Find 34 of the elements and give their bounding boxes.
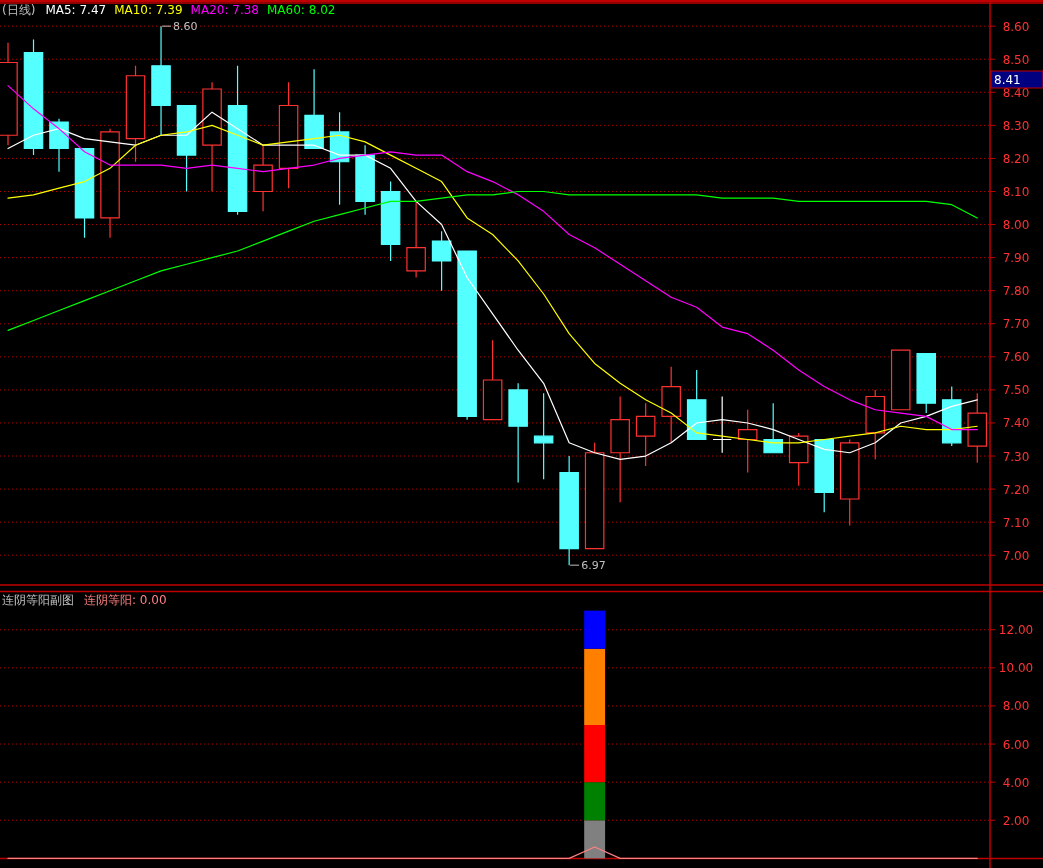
annotation: 6.97: [581, 559, 606, 573]
text: MA60: 8.02: [267, 3, 336, 17]
y-tick-label: 8.60: [1002, 19, 1030, 34]
y-tick-label: 7.20: [1002, 482, 1030, 497]
y-tick-label: 8.40: [1002, 85, 1030, 100]
annotation: 8.60: [173, 20, 198, 34]
text: MA5: 7.47: [45, 3, 107, 17]
line-series: [7, 190, 978, 331]
y-tick-label: 8.20: [1002, 151, 1030, 166]
y-tick-label: 8.10: [1002, 184, 1030, 199]
y-tick-label: 4.00: [1002, 775, 1030, 790]
text: MA20: 7.38: [190, 3, 259, 17]
y-tick-label: 2.00: [1002, 813, 1030, 828]
y-tick-label: 8.00: [1002, 218, 1030, 233]
text: 8.41: [994, 73, 1021, 87]
y-tick-label: 7.80: [1002, 284, 1030, 299]
y-tick-label: 7.50: [1002, 383, 1030, 398]
text: 连阴等阳: 0.00: [84, 593, 167, 607]
y-tick-label: 7.30: [1002, 449, 1030, 464]
chart-title: (日线): [2, 3, 36, 17]
y-tick-label: 7.90: [1002, 251, 1030, 266]
y-tick-label: 8.00: [1002, 699, 1030, 714]
y-tick-label: 7.70: [1002, 317, 1030, 332]
y-tick-label: 12.00: [998, 623, 1034, 638]
y-tick-label: 8.50: [1002, 52, 1030, 67]
y-tick-label: 8.30: [1002, 118, 1030, 133]
y-tick-label: 7.00: [1002, 548, 1030, 563]
y-tick-label: 7.40: [1002, 416, 1030, 431]
y-tick-label: 7.10: [1002, 515, 1030, 530]
chart-title: 连阴等阳副图: [2, 593, 74, 607]
y-tick-label: 7.60: [1002, 350, 1030, 365]
text: MA10: 7.39: [114, 3, 183, 17]
y-tick-label: 10.00: [998, 661, 1034, 676]
y-tick-label: 6.00: [1002, 737, 1030, 752]
